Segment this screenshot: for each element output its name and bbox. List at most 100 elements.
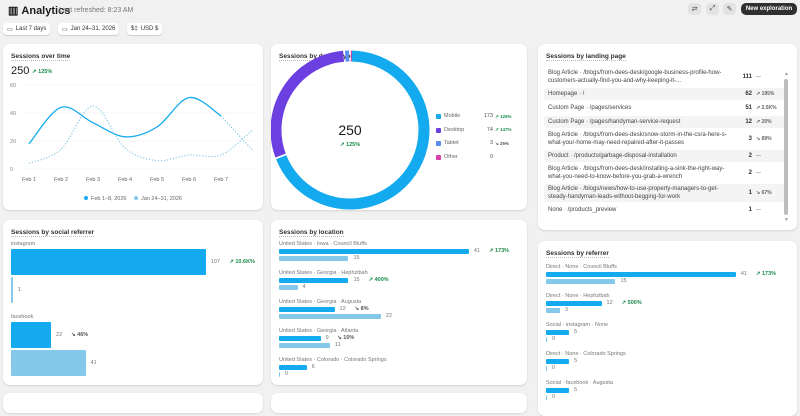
legend-value: 3 [471,140,493,146]
card-title: Sessions by social referrer [11,229,94,237]
landing-page-row[interactable]: Custom Page · /pages/handyman-service-re… [544,116,788,128]
landing-page-change: — [752,74,780,80]
landing-page-row[interactable]: Blog Article · /blogs/news/how-to-use-pr… [544,184,788,202]
scroll-down-icon[interactable]: ▼ [784,217,789,223]
current-bar [546,330,569,335]
analytics-icon: ▥ [8,4,18,17]
category-label: United States · Colorado · Colorado Spri… [279,357,387,363]
bar-value: 12 [340,306,346,312]
date-range-button[interactable]: ▭Last 7 days [3,23,50,35]
landing-page-row[interactable]: Blog Article · /blogs/from-dees-desk/goo… [544,68,788,86]
bar-value: 15 [620,278,626,284]
previous-bar [546,279,615,284]
current-bar [546,272,736,277]
legend-change: ↗ 125% [495,114,512,120]
device-type-card[interactable]: Sessions by device type 250 ↗ 125% Mobil… [271,44,527,210]
bar-value: 22 [56,332,62,338]
category-label: United States · Georgia · Hephzibah [279,270,368,276]
bar-value: 15 [353,277,359,283]
legend-label[interactable]: Jan 24–31, 2026 [141,196,182,202]
currency-button[interactable]: $‡USD $ [127,23,162,35]
bar-value: 5 [574,358,577,364]
scroll-up-icon[interactable]: ▲ [784,71,789,77]
expand-button[interactable]: ⤢ [706,3,719,15]
category-label: United States · Iowa · Council Bluffs [279,241,367,247]
landing-page-row[interactable]: Product · /products/garbage-disposal-ins… [544,150,788,162]
new-exploration-button[interactable]: New exploration [741,3,797,15]
landing-page-card[interactable]: Sessions by landing page Blog Article · … [538,44,797,230]
x-tick-label: Feb 6 [182,177,196,183]
previous-bar [279,372,280,377]
category-label: United States · Georgia · Augusta [279,299,361,305]
current-bar [279,249,469,254]
scrollbar-thumb[interactable] [784,79,788,215]
landing-page-row[interactable]: Blog Article · /blogs/from-dees-desk/sno… [544,130,788,148]
location-card[interactable]: Sessions by location United States · Iow… [271,220,527,385]
bar-value: 0 [552,394,555,400]
landing-page-change: ↘ 89% [752,136,780,142]
category-label: facebook [11,314,33,320]
bar-value: 5 [574,387,577,393]
landing-page-change: ↗ 20% [752,119,780,125]
legend-value: 173 [471,113,493,119]
current-bar [546,301,602,306]
landing-page-change: ↘ 67% [752,190,780,196]
change-badge: ↗ 400% [368,277,388,283]
category-label: Social · instagram · None [546,322,608,328]
bar-value: 15 [353,255,359,261]
landing-page-name: Homepage · / [548,90,736,99]
bar-value: 12 [607,300,613,306]
landing-page-sessions: 51 [736,105,752,111]
bar-value: 6 [312,364,315,370]
bar-value: 41 [91,360,97,366]
x-tick-label: Feb 5 [150,177,164,183]
calendar-compare-icon: ▭ [62,26,68,33]
landing-page-name: Blog Article · /blogs/from-dees-desk/sno… [548,131,736,148]
expand-icon: ⤢ [710,5,716,13]
change-badge: ↘ 46% [71,332,88,338]
donut-slice-desktop[interactable] [276,56,344,155]
referrer-card[interactable]: Sessions by referrer Direct · None · Cou… [538,241,797,416]
x-tick-label: Feb 3 [86,177,100,183]
series-line-current[interactable] [29,97,221,143]
bar-value: 0 [552,365,555,371]
bar-value: 0 [285,371,288,377]
category-label: instagram [11,241,35,247]
legend-label[interactable]: Feb 1–8, 2026 [91,196,126,202]
landing-page-row[interactable]: Homepage · /62↗ 195% [544,88,788,100]
y-tick-label: 20 [10,139,16,145]
previous-bar [546,395,547,400]
scrollbar[interactable]: ▲ ▼ [783,71,789,223]
change-badge: ↘ 10% [337,335,354,341]
landing-page-change: — [752,170,780,176]
donut-change: ↗ 125% [330,142,370,148]
refresh-icon: ⇄ [692,5,698,13]
x-tick-label: Feb 1 [22,177,36,183]
landing-page-sessions: 2 [736,153,752,159]
category-label: Direct · None · Colorado Springs [546,351,626,357]
compare-range-button[interactable]: ▭Jan 24–31, 2026 [58,23,119,35]
next-card [271,393,527,413]
current-bar [279,307,335,312]
legend-swatch [436,155,441,160]
legend-label: Mobile [444,113,460,119]
edit-button[interactable]: ✎ [723,3,736,15]
previous-bar [279,314,381,319]
current-bar [11,322,51,348]
landing-page-sessions: 62 [736,91,752,97]
current-bar [279,278,348,283]
series-line-current-partial[interactable] [221,116,253,151]
previous-bar [546,366,547,371]
landing-page-row[interactable]: Blog Article · /blogs/from-dees-desk/ins… [544,164,788,182]
refresh-button[interactable]: ⇄ [688,3,701,15]
x-tick-label: Feb 7 [214,177,228,183]
category-label: Direct · None · Council Bluffs [546,264,617,270]
landing-page-name: None · /products_preview [548,206,736,215]
landing-page-sessions: 3 [736,136,752,142]
category-label: Direct · None · Hephzibah [546,293,610,299]
bar-value: 0 [552,336,555,342]
